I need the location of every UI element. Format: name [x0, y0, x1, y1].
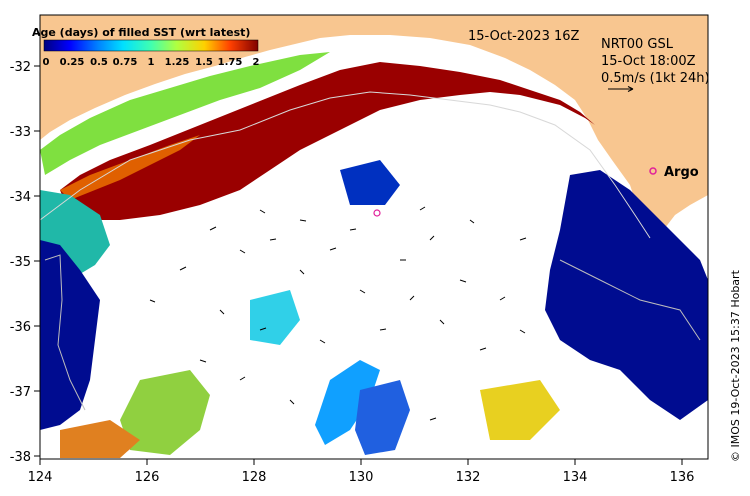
lat-tick-label: -36 [10, 320, 31, 335]
colorbar-tick: 0 [43, 57, 50, 68]
lon-tick-label: 132 [456, 470, 481, 485]
sst-age-patch-green-sw [120, 370, 210, 455]
current-vector-field [149, 206, 527, 421]
product-line: 15-Oct 18:00Z [601, 54, 696, 69]
colorbar-tick: 2 [253, 57, 260, 68]
lon-tick-label: 136 [670, 470, 695, 485]
argo-marker: Argo [649, 165, 699, 180]
sst-age-band-recent-west [40, 240, 100, 430]
lat-tick-label: -37 [10, 385, 31, 400]
date-label: 15-Oct-2023 16Z [468, 29, 580, 44]
lat-tick-label: -34 [10, 190, 31, 205]
sst-age-band-orange [60, 135, 200, 200]
lon-tick-label: 134 [563, 470, 588, 485]
land [40, 15, 708, 240]
argo-label: Argo [664, 165, 699, 180]
argo-float-icon [649, 167, 657, 175]
product-info: NRT00 GSL 15-Oct 18:00Z 0.5m/s (1kt 24h) [601, 37, 710, 92]
sst-age-band-mid [40, 52, 330, 175]
lon-tick-label: 128 [242, 470, 267, 485]
lat-tick-label: -38 [10, 450, 31, 465]
y-axis: -32 -33 -34 -35 -36 -37 -38 [10, 60, 40, 465]
lon-tick-label: 130 [349, 470, 374, 485]
colorbar-title: Age (days) of filled SST (wrt latest) [32, 26, 250, 39]
colorbar: Age (days) of filled SST (wrt latest) 0 … [32, 26, 260, 68]
colorbar-tick: 0.5 [90, 57, 108, 68]
colorbar-tick: 1 [148, 57, 155, 68]
colorbar-tick: 1.25 [165, 57, 190, 68]
product-line: NRT00 GSL [601, 37, 674, 52]
colorbar-tick: 0.75 [113, 57, 138, 68]
lat-tick-label: -35 [10, 255, 31, 270]
sst-age-patch-cyan-1 [315, 360, 380, 445]
scale-arrow-head [627, 86, 634, 92]
credit-text: © IMOS 19-Oct-2023 15:37 Hobart [729, 269, 742, 462]
map-canvas [40, 15, 708, 459]
lon-tick-label: 126 [135, 470, 160, 485]
contour-line [40, 91, 651, 239]
sst-age-band-old [60, 62, 595, 220]
contour-line [559, 259, 701, 341]
lat-tick-label: -33 [10, 125, 31, 140]
sst-age-patch-cyan-2 [355, 380, 410, 455]
colorbar-tick: 1.75 [218, 57, 243, 68]
colorbar-tick: 0.25 [60, 57, 85, 68]
x-axis: 124 126 128 130 132 134 136 [28, 459, 695, 485]
lon-tick-label: 124 [28, 470, 53, 485]
contour-line [44, 254, 86, 411]
sst-age-patch-orange-sw [60, 420, 140, 458]
sst-age-patch-yellow-se [480, 380, 560, 440]
argo-float-icon [373, 209, 381, 217]
sst-age-patch-blue-central [340, 160, 400, 205]
product-line: 0.5m/s (1kt 24h) [601, 71, 710, 86]
sst-age-patch-cyan-mid [250, 290, 300, 345]
sst-age-band-recent-east [545, 170, 708, 420]
plot-frame [39, 14, 709, 460]
lat-tick-label: -32 [10, 60, 31, 75]
colorbar-tick: 1.5 [195, 57, 213, 68]
colorbar-gradient [43, 39, 259, 52]
